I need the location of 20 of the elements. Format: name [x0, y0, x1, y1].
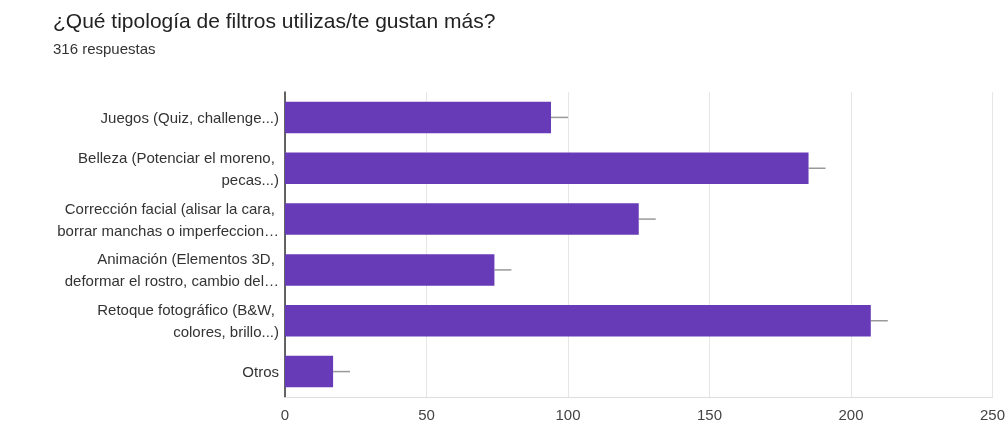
x-tick-label: 0	[280, 406, 290, 423]
x-tick-label: 50	[418, 406, 435, 423]
y-tick-label: Belleza (Potenciar el moreno, pecas...)	[78, 148, 279, 188]
bar	[285, 101, 552, 134]
x-tick-label: 200	[838, 406, 864, 423]
x-tick-label: 250	[979, 406, 1005, 423]
y-tick-label: Animación (Elementos 3D, deformar el rostro, cambio del…	[64, 250, 279, 290]
bar	[285, 254, 495, 286]
bar	[285, 304, 871, 337]
bar	[285, 203, 639, 235]
chart-title: ¿Qué tipología de filtros utilizas/te gustan más?	[53, 9, 496, 32]
y-tick-label: Corrección facial (alisar la cara, borrar manchas o imperfeccion…	[57, 199, 279, 239]
bar	[285, 355, 334, 388]
y-tick-label: Retoque fotográfico (B&W, colores, brillo...)	[97, 301, 279, 341]
y-tick-label: Juegos (Quiz, challenge...)	[100, 108, 279, 126]
x-tick-label: 150	[696, 406, 723, 423]
y-tick-label: Otros	[242, 363, 279, 381]
text: 316 respuestas	[53, 40, 156, 57]
x-tick-label: 100	[555, 406, 581, 423]
bar	[285, 152, 809, 185]
